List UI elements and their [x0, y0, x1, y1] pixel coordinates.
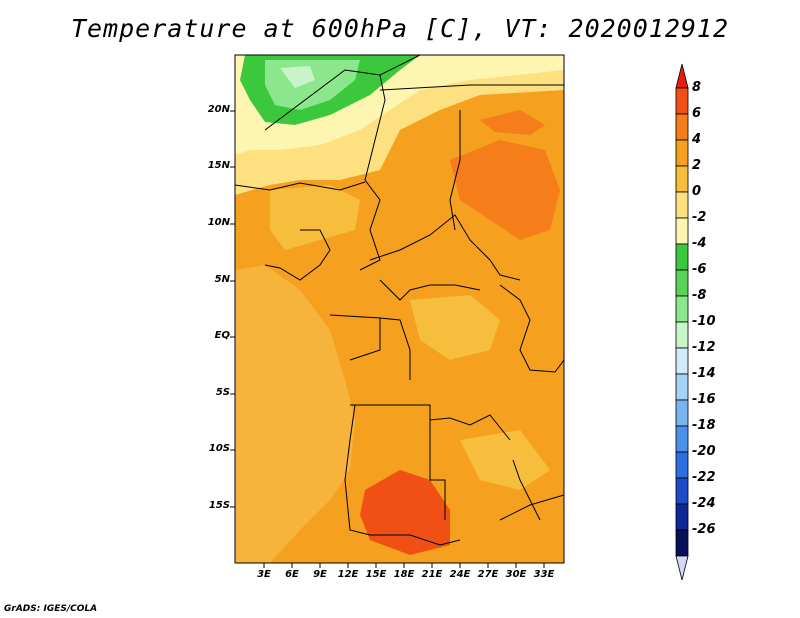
colorbar-label: -22	[692, 470, 716, 485]
axis-ticks	[230, 110, 545, 568]
colorbar-label: 4	[692, 132, 702, 147]
colorbar-label: -2	[692, 210, 707, 225]
field-patch-east	[460, 430, 550, 490]
colorbar-label: -18	[692, 418, 716, 433]
colorbar-swatch	[675, 503, 689, 531]
colorbar-swatch	[675, 399, 689, 427]
colorbar-swatch	[675, 477, 689, 505]
colorbar-label: -10	[692, 314, 716, 329]
colorbar-swatch	[675, 243, 689, 271]
lon-label-15e: 15E	[365, 569, 387, 580]
lat-label-20n: 20N	[207, 104, 230, 115]
colorbar	[675, 63, 689, 581]
colorbar-swatch	[675, 191, 689, 219]
lon-label-30e: 30E	[505, 569, 527, 580]
colorbar-swatch	[675, 269, 689, 297]
lon-label-6e: 6E	[285, 569, 299, 580]
colorbar-swatch	[675, 139, 689, 167]
colorbar-swatch	[675, 373, 689, 401]
lon-label-33e: 33E	[533, 569, 555, 580]
colorbar-swatch	[675, 425, 689, 453]
field-patch-west	[270, 185, 360, 250]
colorbar-label: 6	[692, 106, 702, 121]
temperature-field	[235, 55, 564, 563]
lon-label-3e: 3E	[257, 569, 271, 580]
colorbar-label: -12	[692, 340, 716, 355]
colorbar-label: -16	[692, 392, 716, 407]
colorbar-label: -14	[692, 366, 716, 381]
colorbar-swatch	[675, 529, 689, 557]
lon-label-21e: 21E	[421, 569, 443, 580]
field-warm-egypt	[480, 110, 545, 135]
colorbar-swatch	[675, 113, 689, 141]
colorbar-swatch	[675, 295, 689, 323]
lat-label-15n: 15N	[207, 160, 230, 171]
colorbar-label: 2	[692, 158, 702, 173]
chart-title: Temperature at 600hPa [C], VT: 202001291…	[70, 14, 730, 43]
credit-text: GrADS: IGES/COLA	[4, 604, 98, 614]
colorbar-swatch	[675, 217, 689, 245]
lon-label-9e: 9E	[313, 569, 327, 580]
lat-label-15s: 15S	[208, 500, 230, 511]
colorbar-swatch	[675, 321, 689, 349]
lat-label-5n: 5N	[214, 274, 230, 285]
lon-label-27e: 27E	[477, 569, 499, 580]
colorbar-swatch	[675, 451, 689, 479]
field-patch-center	[410, 295, 500, 360]
colorbar-label: -4	[692, 236, 707, 251]
colorbar-swatch	[675, 347, 689, 375]
lat-label-10n: 10N	[207, 217, 230, 228]
colorbar-label: 8	[692, 80, 702, 95]
colorbar-label: -20	[692, 444, 716, 459]
field-green-palest	[280, 66, 315, 88]
colorbar-label: -6	[692, 262, 707, 277]
lat-label-eq: EQ	[214, 330, 230, 341]
colorbar-label: -26	[692, 522, 716, 537]
colorbar-arrow-bottom	[675, 555, 689, 581]
colorbar-swatch	[675, 165, 689, 193]
field-warm-sudan	[450, 140, 560, 240]
lat-label-10s: 10S	[208, 443, 230, 454]
country-borders	[235, 55, 564, 546]
colorbar-label: -8	[692, 288, 707, 303]
field-warm-south	[360, 470, 450, 555]
lon-label-12e: 12E	[337, 569, 359, 580]
colorbar-label: -24	[692, 496, 716, 511]
colorbar-swatch	[675, 87, 689, 115]
map-frame	[234, 54, 565, 564]
lon-label-24e: 24E	[449, 569, 471, 580]
lon-label-18e: 18E	[393, 569, 415, 580]
field-ocean-southwest	[235, 265, 355, 563]
colorbar-label: 0	[692, 184, 702, 199]
colorbar-arrow-top	[675, 63, 689, 89]
lat-label-5s: 5S	[215, 387, 230, 398]
